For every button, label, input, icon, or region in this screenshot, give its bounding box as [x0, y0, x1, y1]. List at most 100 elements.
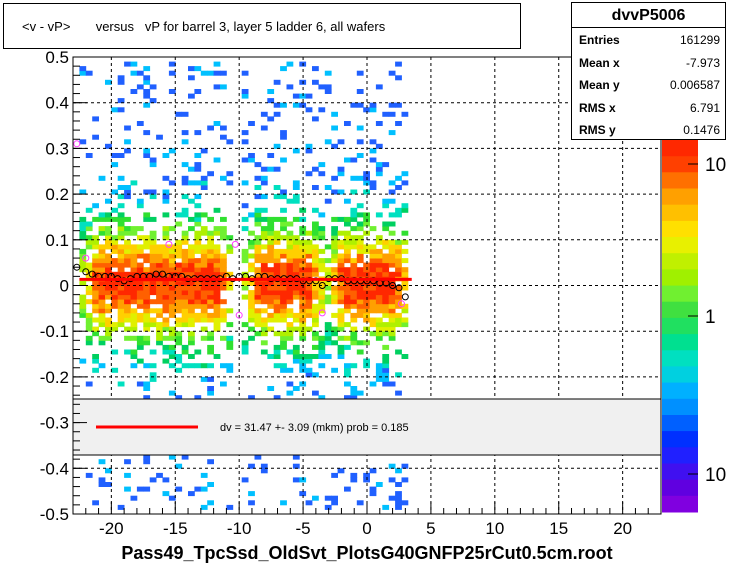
heatmap-cell [318, 303, 326, 309]
heatmap-cell [280, 317, 287, 323]
heatmap-cell [356, 125, 364, 131]
heatmap-cell [105, 244, 112, 250]
heatmap-cell [280, 262, 287, 268]
stats-row-mean-x: Mean x -7.973 [572, 51, 725, 74]
heatmap-cell [375, 166, 383, 172]
heatmap-cell [124, 139, 131, 145]
heatmap-cell [105, 271, 112, 277]
heatmap-cell [254, 312, 262, 318]
heatmap-cell [286, 271, 294, 277]
heatmap-cell [395, 212, 402, 218]
heatmap-cell [356, 308, 364, 314]
heatmap-cell [200, 271, 208, 277]
heatmap-cell [312, 495, 319, 501]
heatmap-cell [331, 230, 338, 236]
heatmap-cell [156, 248, 163, 254]
heatmap-cell [286, 61, 294, 67]
heatmap-cell [241, 130, 249, 136]
heatmap-cell [292, 102, 300, 108]
heatmap-cell [318, 335, 326, 341]
heatmap-cell [181, 317, 189, 323]
heatmap-cell [388, 381, 396, 387]
heatmap-cell [149, 477, 157, 483]
heatmap-cell [149, 162, 157, 168]
heatmap-cell [254, 162, 262, 168]
heatmap-cell [85, 340, 93, 346]
heatmap-cell [344, 253, 351, 259]
heatmap-cell [143, 148, 151, 154]
heatmap-cell [248, 500, 255, 506]
heatmap-cell [356, 267, 364, 273]
heatmap-cell [105, 303, 112, 309]
heatmap-cell [292, 93, 300, 99]
colorbar-segment [662, 301, 698, 319]
heatmap-cell [395, 390, 402, 396]
heatmap-cell [181, 175, 189, 181]
heatmap-cell [401, 477, 409, 483]
heatmap-cell [105, 482, 112, 487]
heatmap-cell [207, 239, 214, 245]
heatmap-cell [181, 253, 189, 259]
heatmap-cell [382, 267, 390, 273]
heatmap-cell [292, 326, 300, 332]
heatmap-cell [292, 148, 300, 154]
heatmap-cell [136, 358, 144, 364]
heatmap-cell [207, 230, 214, 236]
heatmap-cell [98, 322, 106, 328]
heatmap-cell [98, 290, 106, 296]
heatmap-cell [292, 344, 300, 350]
heatmap-cell [111, 290, 119, 296]
heatmap-cell [248, 280, 255, 286]
heatmap-cell [273, 294, 281, 300]
heatmap-cell [286, 390, 294, 396]
heatmap-cell [98, 312, 106, 318]
heatmap-cell [344, 308, 351, 314]
heatmap-cell [98, 216, 106, 222]
heatmap-cell [181, 162, 189, 168]
heatmap-cell [111, 326, 119, 332]
heatmap-cell [105, 143, 112, 149]
heatmap-cell [207, 290, 214, 296]
heatmap-cell [194, 294, 202, 300]
heatmap-cell [98, 280, 106, 286]
heatmap-cell [188, 93, 195, 99]
heatmap-cell [130, 317, 138, 323]
heatmap-cell [305, 171, 313, 177]
heatmap-cell [388, 495, 396, 501]
heatmap-cell [331, 340, 338, 346]
heatmap-cell [200, 317, 208, 323]
heatmap-cell [305, 367, 313, 373]
heatmap-cell [117, 107, 125, 113]
outlier-point [73, 140, 81, 148]
heatmap-cell [200, 308, 208, 314]
heatmap-cell [286, 335, 294, 341]
colorbar-segment [662, 366, 698, 384]
heatmap-cell [312, 312, 319, 318]
heatmap-cell [369, 381, 377, 387]
heatmap-cell [350, 207, 358, 213]
heatmap-cell [220, 226, 227, 232]
heatmap-cell [375, 162, 383, 168]
heatmap-cell [200, 248, 208, 254]
heatmap-cell [213, 244, 221, 250]
heatmap-cell [220, 262, 227, 268]
heatmap-cell [181, 130, 189, 136]
heatmap-cell [401, 180, 409, 186]
heatmap-cell [337, 468, 345, 474]
heatmap-cell [98, 285, 106, 291]
heatmap-cell [136, 262, 144, 268]
heatmap-cell [382, 294, 390, 300]
heatmap-cell [395, 75, 402, 81]
heatmap-cell [267, 290, 275, 296]
heatmap-cell [194, 303, 202, 309]
heatmap-cell [213, 294, 221, 300]
heatmap-cell [143, 299, 151, 305]
heatmap-cell [273, 235, 281, 241]
heatmap-cell [388, 212, 396, 218]
heatmap-cell [85, 381, 93, 387]
x-tick-label: 20 [613, 519, 632, 538]
heatmap-cell [337, 239, 345, 245]
heatmap-cell [337, 253, 345, 259]
heatmap-cell [375, 280, 383, 286]
heatmap-cell [226, 367, 234, 373]
